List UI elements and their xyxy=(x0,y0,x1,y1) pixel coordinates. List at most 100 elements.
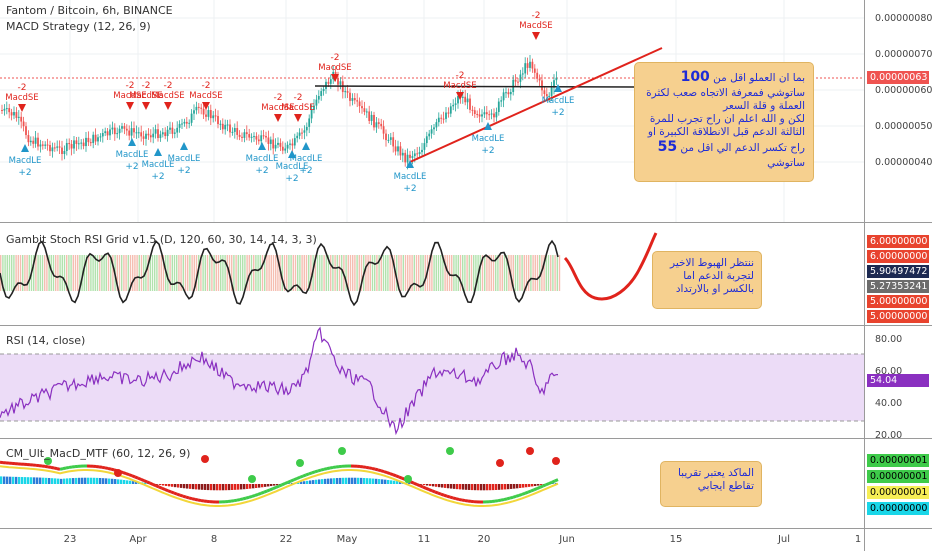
macd-cross-dot xyxy=(338,447,346,455)
macd-histogram-bar xyxy=(309,480,311,484)
macd-line-segment xyxy=(543,485,546,486)
stoch-grid-bar xyxy=(44,255,45,291)
stoch-grid-bar xyxy=(152,255,153,291)
macd-histogram-bar xyxy=(306,481,308,484)
candle-body xyxy=(292,144,294,146)
candle-body xyxy=(320,91,322,96)
candle-body xyxy=(400,146,402,155)
stoch-grid-bar xyxy=(123,255,124,291)
candle-body xyxy=(8,108,10,112)
candle-body xyxy=(275,145,277,149)
macd-histogram-bar xyxy=(87,478,89,484)
candle-body xyxy=(260,135,262,141)
macd-histogram-bar xyxy=(393,481,395,484)
macd-cross-dot xyxy=(248,475,256,483)
candle-body xyxy=(323,89,325,91)
candle-body xyxy=(239,135,241,137)
stoch-grid-bar xyxy=(20,255,21,291)
candle-body xyxy=(116,133,118,134)
candle-body xyxy=(44,145,46,146)
stoch-grid-bar xyxy=(125,255,126,291)
stoch-grid-bar xyxy=(55,255,56,291)
strategy-title[interactable]: MACD Strategy (12, 26, 9) xyxy=(6,20,151,33)
candle-body xyxy=(330,79,332,84)
macd-histogram-bar xyxy=(336,478,338,484)
candle-body xyxy=(210,110,212,118)
stoch-grid-bar xyxy=(26,255,27,291)
stoch-title[interactable]: Gambit Stoch RSI Grid v1.5 (D, 120, 60, … xyxy=(6,233,317,246)
stoch-grid-bar xyxy=(46,255,47,291)
stoch-grid-bar xyxy=(370,255,371,291)
rsi-pane[interactable]: RSI (14, close) xyxy=(0,326,864,439)
macd-line-segment xyxy=(429,490,432,491)
macd-label: 0.00000000 xyxy=(867,502,929,515)
stoch-pane[interactable]: Gambit Stoch RSI Grid v1.5 (D, 120, 60, … xyxy=(0,223,864,326)
macd-pane[interactable]: CM_Ult_MacD_MTF (60, 12, 26, 9) الماكد ي… xyxy=(0,439,864,528)
stoch-grid-bar xyxy=(304,255,305,291)
price-note[interactable]: بما ان العملو اقل من 100 ساتوشي فمعرفة ا… xyxy=(634,62,814,182)
arrow-up-icon xyxy=(258,142,266,150)
macd-note[interactable]: الماكد يعتبر تقريبا تقاطع ايجابي xyxy=(660,461,762,507)
macd-histogram-bar xyxy=(447,484,449,488)
time-axis[interactable]: 23 Apr 8 15 22 May 11 20 Jun 15 Jul 1 xyxy=(0,528,864,551)
candle-body xyxy=(47,145,49,146)
candle-body xyxy=(368,111,370,121)
note-line7: ساتوشي xyxy=(643,157,805,170)
stoch-grid-bar xyxy=(240,255,241,291)
macd-histogram-bar xyxy=(54,478,56,484)
arrow-down-icon xyxy=(18,104,26,112)
macd-line-segment xyxy=(270,489,273,490)
candle-body xyxy=(253,136,255,137)
price-scale[interactable]: 0.00000080 0.00000070 0.00000060 0.00000… xyxy=(864,0,932,223)
macd-line-segment xyxy=(378,470,381,471)
signal-tag-minus: -2 xyxy=(331,53,340,63)
time-tick: 8 xyxy=(211,534,217,545)
candle-body xyxy=(532,62,534,69)
arrow-down-icon xyxy=(274,114,282,122)
stoch-grid-bar xyxy=(548,255,549,291)
stoch-grid-bar xyxy=(407,255,408,291)
macd-line-segment xyxy=(195,499,198,500)
candle-body xyxy=(227,124,229,125)
stoch-grid-bar xyxy=(205,255,206,291)
stoch-grid-bar xyxy=(29,255,30,291)
candle-body xyxy=(131,128,133,135)
candle-body xyxy=(241,137,243,138)
stoch-scale[interactable]: 6.00000000 6.00000000 5.90497472 5.27353… xyxy=(864,223,932,326)
macd-line-segment xyxy=(150,483,153,484)
macd-histogram-bar xyxy=(246,484,248,489)
candle-body xyxy=(251,137,253,138)
candle-body xyxy=(73,140,75,148)
resistance-line[interactable] xyxy=(315,86,640,87)
macd-scale[interactable]: 0.00000001 0.00000001 0.00000001 0.00000… xyxy=(864,439,932,528)
chart-symbol-title[interactable]: Fantom / Bitcoin, 6h, BINANCE xyxy=(6,4,173,17)
candle-body xyxy=(364,108,366,112)
macd-note-line: تقاطع ايجابي xyxy=(668,480,754,493)
candle-body xyxy=(282,147,284,151)
candle-body xyxy=(88,138,90,142)
rsi-title[interactable]: RSI (14, close) xyxy=(6,334,85,347)
stoch-grid-bar xyxy=(233,255,234,291)
macd-histogram-bar xyxy=(363,478,365,484)
candle-body xyxy=(354,98,356,100)
macd-title[interactable]: CM_Ult_MacD_MTF (60, 12, 26, 9) xyxy=(6,447,190,460)
stoch-grid-bar xyxy=(339,255,340,291)
stoch-grid-bar xyxy=(262,255,263,291)
support-trendline[interactable] xyxy=(410,48,662,162)
rsi-chart[interactable] xyxy=(0,326,864,438)
macd-histogram-bar xyxy=(450,484,452,489)
macd-histogram-bar xyxy=(492,484,494,490)
drawn-curve[interactable] xyxy=(565,233,656,299)
macd-histogram-bar xyxy=(426,484,428,486)
rsi-scale[interactable]: 80.00 60.00 40.00 20.00 54.04 xyxy=(864,326,932,439)
macd-histogram-bar xyxy=(204,484,206,490)
time-tick: 11 xyxy=(418,534,431,545)
macd-line-segment xyxy=(108,468,111,469)
macd-histogram-bar xyxy=(348,478,350,484)
macd-histogram-bar xyxy=(318,479,320,484)
stoch-grid-bar xyxy=(319,255,320,291)
macd-histogram-bar xyxy=(243,484,245,489)
stoch-note[interactable]: ننتظر الهبوط الاخير لتجربة الدعم اما بال… xyxy=(652,251,762,309)
candle-body xyxy=(395,146,397,151)
